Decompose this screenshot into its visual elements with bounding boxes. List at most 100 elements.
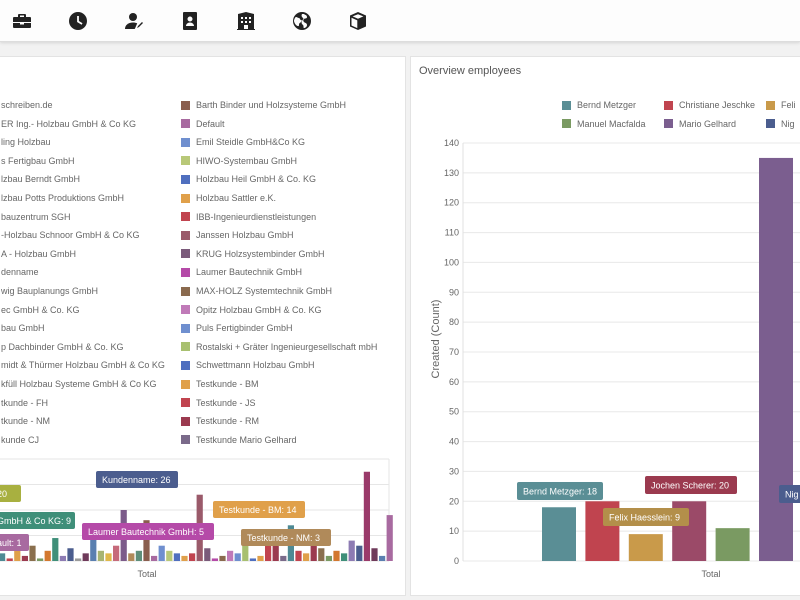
bar[interactable] xyxy=(6,558,13,561)
bar[interactable] xyxy=(341,553,348,561)
bar[interactable] xyxy=(67,548,74,561)
bar[interactable] xyxy=(333,550,340,561)
bar[interactable] xyxy=(29,545,36,561)
legend-item[interactable]: KRUG Holzsystembinder GmbH xyxy=(181,247,325,261)
legend-item[interactable]: Emil Steidle GmbH&Co KG xyxy=(181,135,305,149)
legend-item[interactable]: -Holzbau Schnoor GmbH & Co KG xyxy=(1,228,140,242)
bar[interactable] xyxy=(21,555,28,561)
legend-item[interactable]: Holzbau Sattler e.K. xyxy=(181,191,276,205)
bar[interactable] xyxy=(181,555,188,561)
bar[interactable] xyxy=(272,545,279,561)
bar[interactable] xyxy=(105,553,112,561)
legend-item[interactable]: bauzentrum SGH xyxy=(1,210,71,224)
legend-item[interactable]: Manuel Macfalda xyxy=(562,117,646,131)
legend-item[interactable]: Nig xyxy=(766,117,795,131)
bar[interactable] xyxy=(303,553,310,561)
legend-item[interactable]: midt & Thürmer Holzbau GmbH & Co KG xyxy=(1,358,165,372)
building-icon[interactable] xyxy=(234,9,258,33)
legend-item[interactable]: Testkunde Mario Gelhard xyxy=(181,433,297,447)
bar[interactable] xyxy=(249,558,256,561)
bar[interactable] xyxy=(348,540,355,561)
legend-item[interactable]: Janssen Holzbau GmbH xyxy=(181,228,294,242)
bar[interactable] xyxy=(715,528,750,561)
legend-item[interactable]: kunde CJ xyxy=(1,433,39,447)
bar[interactable] xyxy=(0,553,6,561)
legend-item[interactable]: ec GmbH & Co. KG xyxy=(1,303,80,317)
legend-item[interactable]: denname xyxy=(1,265,39,279)
bar[interactable] xyxy=(151,555,158,561)
bar[interactable] xyxy=(143,520,150,561)
bar[interactable] xyxy=(628,534,663,561)
legend-item[interactable]: Testkunde - JS xyxy=(181,396,256,410)
bar[interactable] xyxy=(135,550,142,561)
bar[interactable] xyxy=(310,538,317,561)
bar[interactable] xyxy=(82,553,89,561)
bar[interactable] xyxy=(204,548,211,561)
bar[interactable] xyxy=(44,550,51,561)
contact-card-icon[interactable] xyxy=(178,9,202,33)
legend-item[interactable]: Christiane Jeschke xyxy=(664,98,755,112)
legend-item[interactable]: Barth Binder und Holzsysteme GmbH xyxy=(181,98,346,112)
legend-item[interactable]: Testkunde - RM xyxy=(181,414,259,428)
bar[interactable] xyxy=(325,555,332,561)
globe-icon[interactable] xyxy=(290,9,314,33)
legend-item[interactable]: IBB-Ingenieurdienstleistungen xyxy=(181,210,316,224)
bar[interactable] xyxy=(219,555,226,561)
bar[interactable] xyxy=(52,538,59,561)
bar[interactable] xyxy=(189,553,196,561)
bar[interactable] xyxy=(113,545,120,561)
legend-item[interactable]: bau GmbH xyxy=(1,321,45,335)
bar[interactable] xyxy=(542,507,576,561)
bar[interactable] xyxy=(234,553,241,561)
bar[interactable] xyxy=(128,553,135,561)
bar[interactable] xyxy=(242,540,249,561)
legend-item[interactable]: kfüll Holzbau Systeme GmbH & Co KG xyxy=(1,377,157,391)
legend-item[interactable]: Rostalski + Gräter Ingenieurgesellschaft… xyxy=(181,340,377,354)
legend-item[interactable]: lzbau Potts Produktions GmbH xyxy=(1,191,124,205)
box-icon[interactable] xyxy=(346,9,370,33)
bar[interactable] xyxy=(295,550,302,561)
bar[interactable] xyxy=(386,515,393,561)
clock-icon[interactable] xyxy=(66,9,90,33)
legend-item[interactable]: Bernd Metzger xyxy=(562,98,636,112)
bar[interactable] xyxy=(363,471,370,561)
legend-item[interactable]: tkunde - FH xyxy=(1,396,48,410)
legend-item[interactable]: Default xyxy=(181,117,225,131)
bar[interactable] xyxy=(318,548,325,561)
bar[interactable] xyxy=(356,545,363,561)
bar[interactable] xyxy=(166,550,173,561)
bar[interactable] xyxy=(379,555,386,561)
legend-item[interactable]: Puls Fertigbinder GmbH xyxy=(181,321,293,335)
bar[interactable] xyxy=(158,545,165,561)
legend-item[interactable]: schreiben.de xyxy=(1,98,53,112)
user-icon[interactable] xyxy=(122,9,146,33)
legend-item[interactable]: HIWO-Systembau GmbH xyxy=(181,154,297,168)
legend-item[interactable]: tkunde - NM xyxy=(1,414,50,428)
legend-item[interactable]: Opitz Holzbau GmbH & Co. KG xyxy=(181,303,322,317)
legend-item[interactable]: ER Ing.- Holzbau GmbH & Co KG xyxy=(1,117,136,131)
bar[interactable] xyxy=(90,525,97,561)
legend-item[interactable]: p Dachbinder GmbH & Co. KG xyxy=(1,340,124,354)
bar[interactable] xyxy=(59,555,66,561)
bar[interactable] xyxy=(75,558,82,561)
legend-item[interactable]: lzbau Berndt GmbH xyxy=(1,172,80,186)
legend-item[interactable]: s Fertigbau GmbH xyxy=(1,154,75,168)
legend-item[interactable]: ling Holzbau xyxy=(1,135,51,149)
bar[interactable] xyxy=(265,543,272,561)
legend-item[interactable]: MAX-HOLZ Systemtechnik GmbH xyxy=(181,284,332,298)
legend-item[interactable]: wig Bauplanungs GmbH xyxy=(1,284,98,298)
legend-item[interactable]: Mario Gelhard xyxy=(664,117,736,131)
bar[interactable] xyxy=(257,555,264,561)
bar[interactable] xyxy=(37,558,44,561)
bar[interactable] xyxy=(14,550,21,561)
bar[interactable] xyxy=(173,553,180,561)
legend-item[interactable]: Testkunde - BM xyxy=(181,377,259,391)
bar[interactable] xyxy=(97,550,104,561)
legend-item[interactable]: Feli xyxy=(766,98,796,112)
legend-item[interactable]: Holzbau Heil GmbH & Co. KG xyxy=(181,172,316,186)
bar[interactable] xyxy=(227,550,234,561)
bar[interactable] xyxy=(211,558,218,561)
briefcase-icon[interactable] xyxy=(10,9,34,33)
bar[interactable] xyxy=(280,555,287,561)
bar[interactable] xyxy=(371,548,378,561)
